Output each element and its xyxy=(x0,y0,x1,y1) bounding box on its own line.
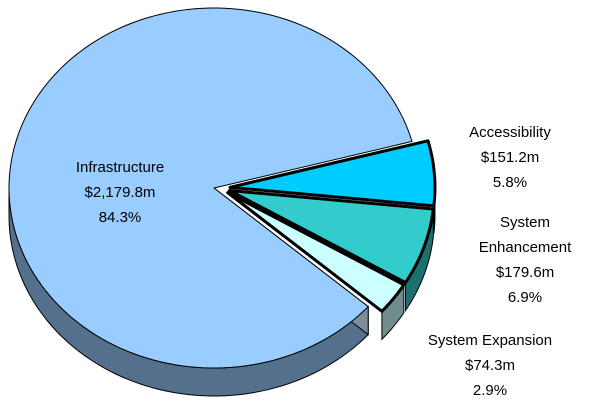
slice xyxy=(8,7,413,369)
label-percent: 2.9% xyxy=(472,382,508,399)
label-category: System Enhancement xyxy=(478,214,572,256)
label-category: Accessibility xyxy=(469,124,551,141)
slice xyxy=(226,191,406,313)
label-amount: $179.6m xyxy=(495,264,555,281)
slice xyxy=(228,139,437,208)
label-percent: 6.9% xyxy=(507,289,543,306)
slice-label: Accessibility $151.2m 5.8% xyxy=(469,120,551,195)
slice-label: System Expansion $74.3m 2.9% xyxy=(428,328,552,403)
slice-label: System Enhancement $179.6m 6.9% xyxy=(470,210,580,310)
slice-label: Infrastructure $2,179.8m 84.3% xyxy=(76,155,164,230)
label-percent: 84.3% xyxy=(98,209,142,226)
label-category: System Expansion xyxy=(427,332,553,349)
label-amount: $151.2m xyxy=(480,149,540,166)
label-percent: 5.8% xyxy=(492,174,528,191)
label-amount: $2,179.8m xyxy=(84,184,156,201)
label-amount: $74.3m xyxy=(464,357,516,374)
slice xyxy=(227,189,435,285)
label-category: Infrastructure xyxy=(75,159,165,176)
